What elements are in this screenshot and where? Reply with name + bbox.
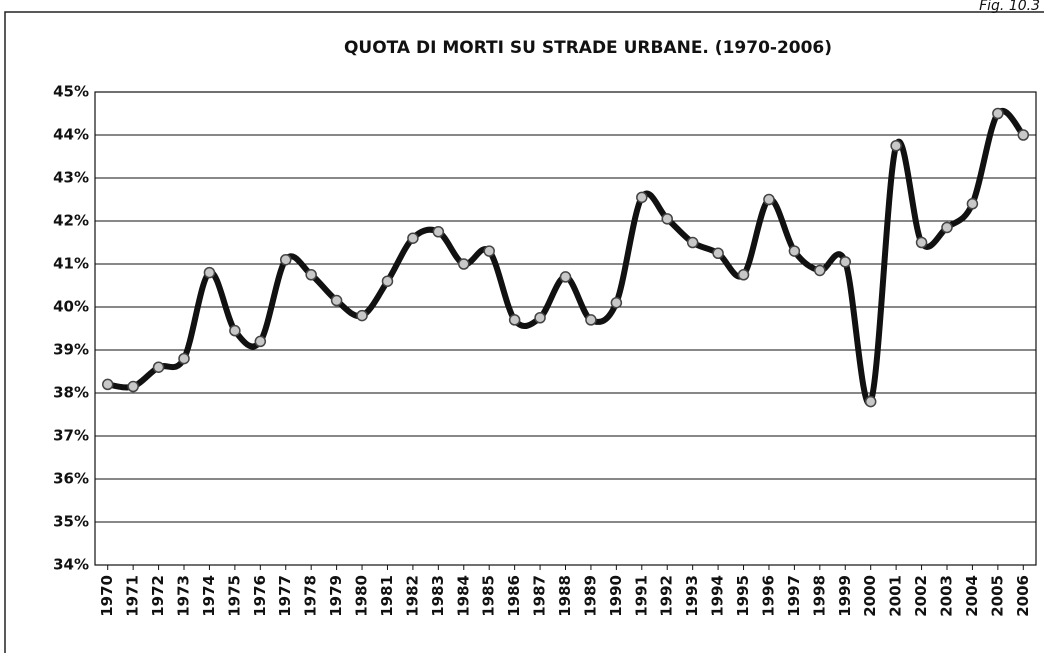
x-tick-label: 2006 [1014, 575, 1032, 617]
point [203, 266, 216, 279]
y-tick-label: 43% [53, 169, 89, 187]
point [814, 264, 826, 277]
x-tick-label: 1990 [607, 575, 625, 617]
point [763, 193, 775, 206]
x-tick-label: 2000 [861, 575, 879, 617]
point [101, 378, 114, 391]
point [661, 213, 673, 225]
x-tick-label: 2002 [912, 575, 930, 617]
x-tick-label: 1997 [785, 575, 803, 617]
x-tick-label: 1988 [556, 575, 574, 617]
x-tick-label: 1987 [531, 575, 549, 617]
chart-title: QUOTA DI MORTI SU STRADE URBANE. (1970-2… [344, 38, 832, 58]
x-tick-label: 1994 [709, 575, 727, 617]
x-tick-label: 1986 [505, 575, 523, 617]
y-tick-label: 39% [53, 341, 89, 359]
x-tick-label: 1992 [658, 575, 676, 617]
x-tick-label: 1972 [149, 575, 167, 617]
x-tick-label: 1984 [454, 575, 472, 617]
x-tick-label: 2004 [963, 575, 981, 617]
point [458, 258, 470, 270]
x-tick-label: 1970 [98, 575, 116, 617]
point [356, 309, 368, 322]
x-tick-label: 1976 [251, 575, 269, 617]
point [152, 361, 165, 373]
point [483, 245, 495, 257]
x-tick-label: 1980 [353, 575, 371, 617]
figure-label: Fig. 10.3 [979, 0, 1040, 14]
point [381, 275, 394, 287]
point [712, 247, 724, 259]
point [966, 198, 979, 210]
x-tick-label: 1989 [581, 575, 599, 617]
y-tick-label: 42% [53, 212, 89, 230]
data-line [107, 107, 1026, 407]
point [432, 226, 445, 238]
x-tick-label: 1995 [734, 575, 752, 617]
x-tick-label: 1971 [124, 575, 142, 617]
point [127, 380, 139, 393]
point [305, 269, 317, 281]
point [686, 236, 699, 249]
x-tick-label: 1999 [836, 575, 854, 617]
point [915, 236, 928, 249]
point [254, 335, 267, 348]
x-tick-label: 2001 [887, 575, 905, 617]
y-tick-label: 44% [53, 126, 89, 144]
point [178, 352, 190, 365]
x-tick-label: 1977 [276, 575, 294, 617]
point [864, 395, 877, 408]
point [610, 296, 623, 309]
y-tick-label: 40% [53, 298, 89, 316]
point [559, 271, 572, 283]
x-tick-label: 1979 [327, 575, 345, 617]
frame [4, 11, 1044, 653]
y-tick-label: 37% [53, 427, 89, 445]
point [636, 191, 648, 204]
point [941, 221, 953, 234]
point [1017, 129, 1030, 141]
y-tick-label: 38% [53, 384, 89, 402]
point [788, 245, 801, 257]
point [585, 314, 597, 326]
point [229, 324, 241, 337]
point [330, 294, 343, 307]
point [279, 253, 292, 266]
y-tick-label: 35% [53, 513, 89, 531]
x-tick-label: 1978 [302, 575, 320, 617]
point [508, 314, 521, 326]
y-tick-label: 34% [53, 556, 89, 574]
x-tick-label: 2003 [937, 575, 955, 617]
x-tick-label: 1981 [378, 575, 396, 617]
y-tick-label: 36% [53, 470, 89, 488]
y-tick-label: 41% [53, 255, 89, 273]
point [534, 312, 546, 324]
x-tick-label: 2005 [988, 575, 1006, 617]
x-tick-label: 1974 [200, 575, 218, 617]
x-tick-label: 1973 [175, 575, 193, 617]
x-tick-label: 1975 [225, 575, 243, 617]
point [839, 256, 852, 268]
x-tick-label: 1982 [403, 575, 421, 617]
x-tick-label: 1993 [683, 575, 701, 617]
y-tick-label: 45% [53, 83, 89, 101]
x-tick-label: 1983 [429, 575, 447, 617]
point [407, 232, 419, 244]
point [890, 140, 902, 152]
x-tick-label: 1998 [810, 575, 828, 617]
x-tick-label: 1996 [759, 575, 777, 617]
point [737, 269, 750, 281]
point [992, 107, 1004, 120]
x-tick-label: 1985 [480, 575, 498, 617]
x-tick-label: 1991 [632, 575, 650, 617]
